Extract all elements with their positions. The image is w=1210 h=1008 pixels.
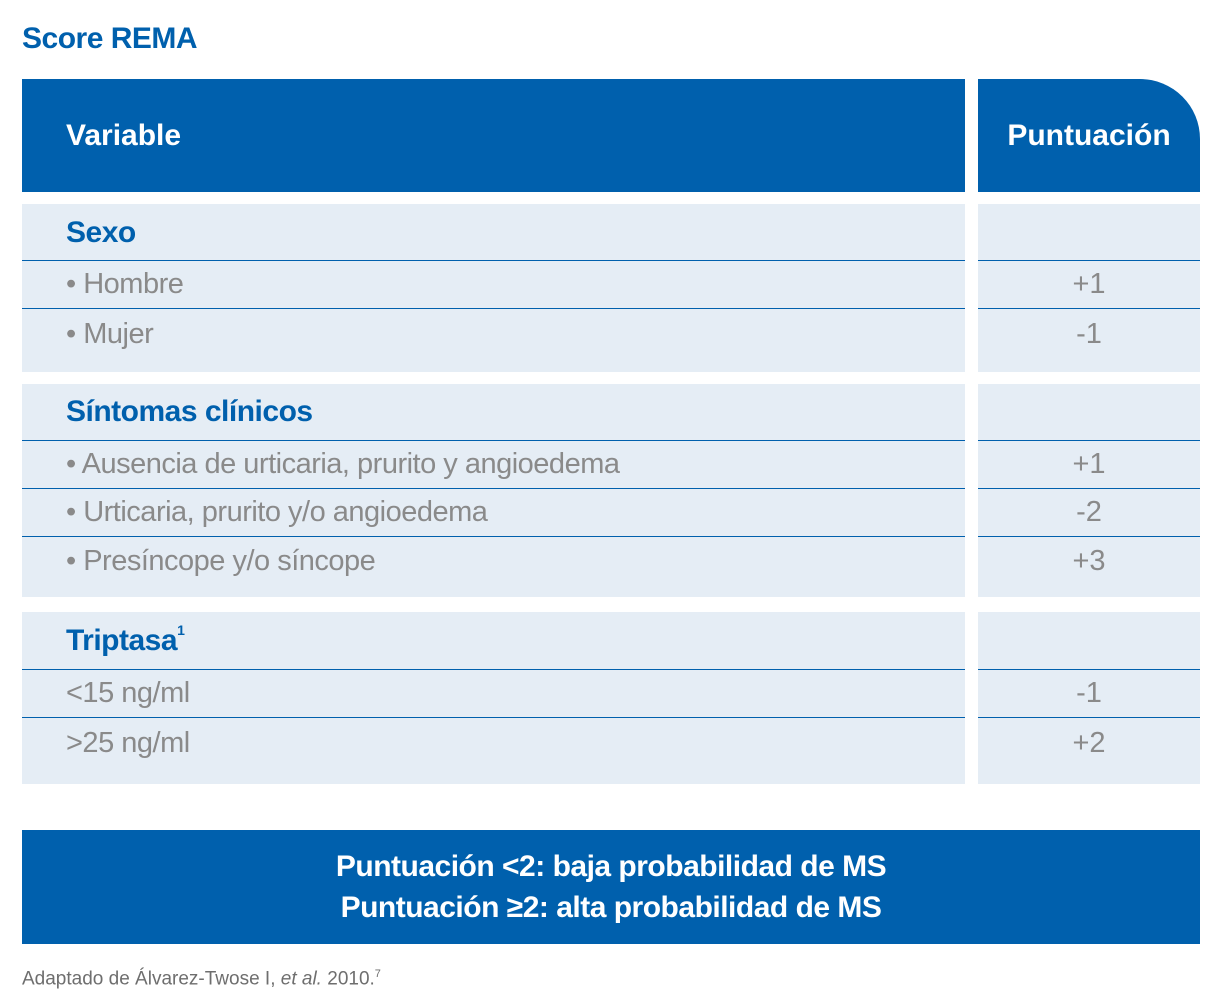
header-variable: Variable xyxy=(22,79,965,192)
item-score: +1 xyxy=(1072,268,1106,300)
item-score: -1 xyxy=(1076,318,1102,350)
header-score: Puntuación xyxy=(978,79,1200,192)
group-triptasa-variables: Triptasa1 <15 ng/ml >25 ng/ml xyxy=(22,612,965,784)
item-label: • Mujer xyxy=(66,318,154,350)
interpretation-box: Puntuación <2: baja probabilidad de MS P… xyxy=(22,830,1200,944)
category-label: Síntomas clínicos xyxy=(66,395,313,428)
item-label: • Urticaria, prurito y/o angioedema xyxy=(66,496,488,528)
footnote-marker: 1 xyxy=(177,621,185,638)
interpretation-high: Puntuación ≥2: alta probabilidad de MS xyxy=(340,891,882,924)
item-score: +3 xyxy=(1072,545,1106,577)
group-sintomas-variables: Síntomas clínicos • Ausencia de urticari… xyxy=(22,384,965,597)
item-label: >25 ng/ml xyxy=(66,727,190,759)
group-sexo-scores: +1 -1 xyxy=(978,204,1200,372)
item-label: • Hombre xyxy=(66,268,184,300)
group-triptasa-scores: -1 +2 xyxy=(978,612,1200,784)
item-score: +1 xyxy=(1072,448,1106,480)
category-label: Triptasa1 xyxy=(66,621,185,657)
item-score: -2 xyxy=(1076,496,1102,528)
group-sexo-variables: Sexo • Hombre • Mujer xyxy=(22,204,965,372)
item-score: +2 xyxy=(1072,727,1106,759)
item-label: • Ausencia de urticaria, prurito y angio… xyxy=(66,448,620,480)
item-label: • Presíncope y/o síncope xyxy=(66,545,376,577)
page-title: Score REMA xyxy=(22,22,198,55)
item-score: -1 xyxy=(1076,677,1102,709)
source-citation: Adaptado de Álvarez-Twose I, et al. 2010… xyxy=(22,968,381,990)
item-label: <15 ng/ml xyxy=(66,677,190,709)
interpretation-low: Puntuación <2: baja probabilidad de MS xyxy=(335,850,887,883)
category-label: Sexo xyxy=(66,215,136,249)
group-sintomas-scores: +1 -2 +3 xyxy=(978,384,1200,597)
